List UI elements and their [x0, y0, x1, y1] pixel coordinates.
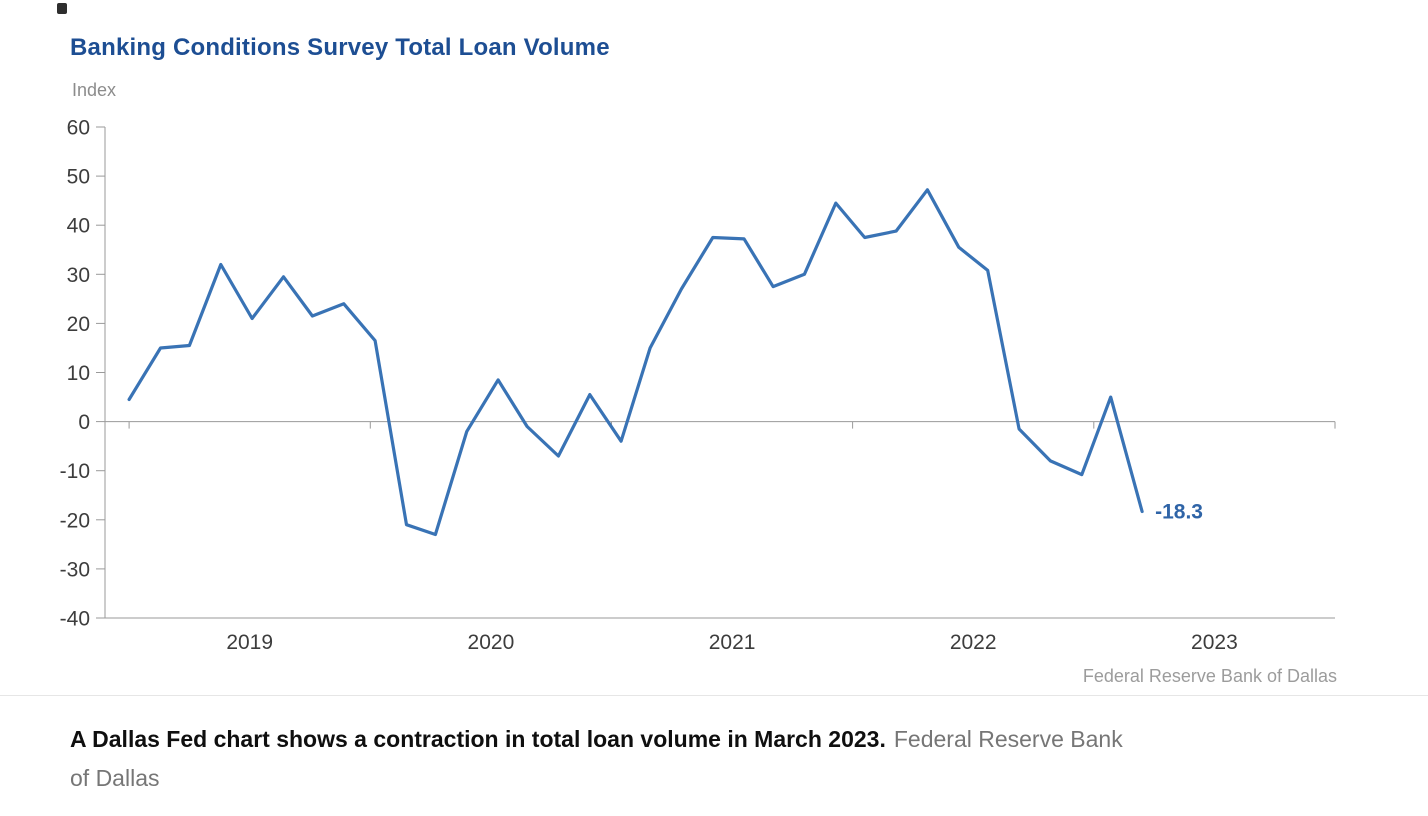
y-tick-label: -40	[60, 608, 90, 631]
y-tick-label: 40	[67, 215, 90, 238]
x-tick-label: 2020	[468, 631, 515, 654]
section-divider	[0, 695, 1428, 696]
y-axis-tick-labels: 60 50 40 30 20 10 0 -10 -20 -30 -40	[60, 117, 90, 631]
chart-title: Banking Conditions Survey Total Loan Vol…	[70, 34, 610, 61]
y-tick-label: -20	[60, 509, 90, 532]
latest-value-annotation: -18.3	[1155, 501, 1203, 524]
caption-credit-line1: Federal Reserve Bank	[893, 726, 1123, 752]
x-axis-tick-labels: 2019 2020 2021 2022 2023	[226, 631, 1237, 654]
x-tick-label: 2023	[1191, 631, 1238, 654]
x-tick-label: 2022	[950, 631, 997, 654]
y-tick-label: -10	[60, 460, 90, 483]
y-tick-label: 60	[67, 117, 90, 140]
caption: A Dallas Fed chart shows a contraction i…	[70, 720, 1360, 798]
caption-credit-line2: of Dallas	[70, 765, 160, 791]
y-tick-label: -30	[60, 558, 90, 581]
caption-text: A Dallas Fed chart shows a contraction i…	[70, 726, 886, 752]
x-tick-label: 2019	[226, 631, 273, 654]
corner-artifact	[57, 3, 67, 14]
y-tick-label: 20	[67, 313, 90, 336]
y-axis-ticks	[96, 126, 105, 619]
chart-source: Federal Reserve Bank of Dallas	[1082, 666, 1337, 686]
y-tick-label: 50	[67, 166, 90, 189]
loan-volume-series-line	[127, 188, 1144, 537]
x-tick-label: 2021	[709, 631, 756, 654]
y-axis-unit-label: Index	[72, 80, 117, 100]
year-boundary-ticks	[128, 421, 1336, 429]
y-tick-label: 30	[67, 264, 90, 287]
y-tick-label: 0	[78, 411, 90, 434]
y-tick-label: 10	[67, 362, 90, 385]
